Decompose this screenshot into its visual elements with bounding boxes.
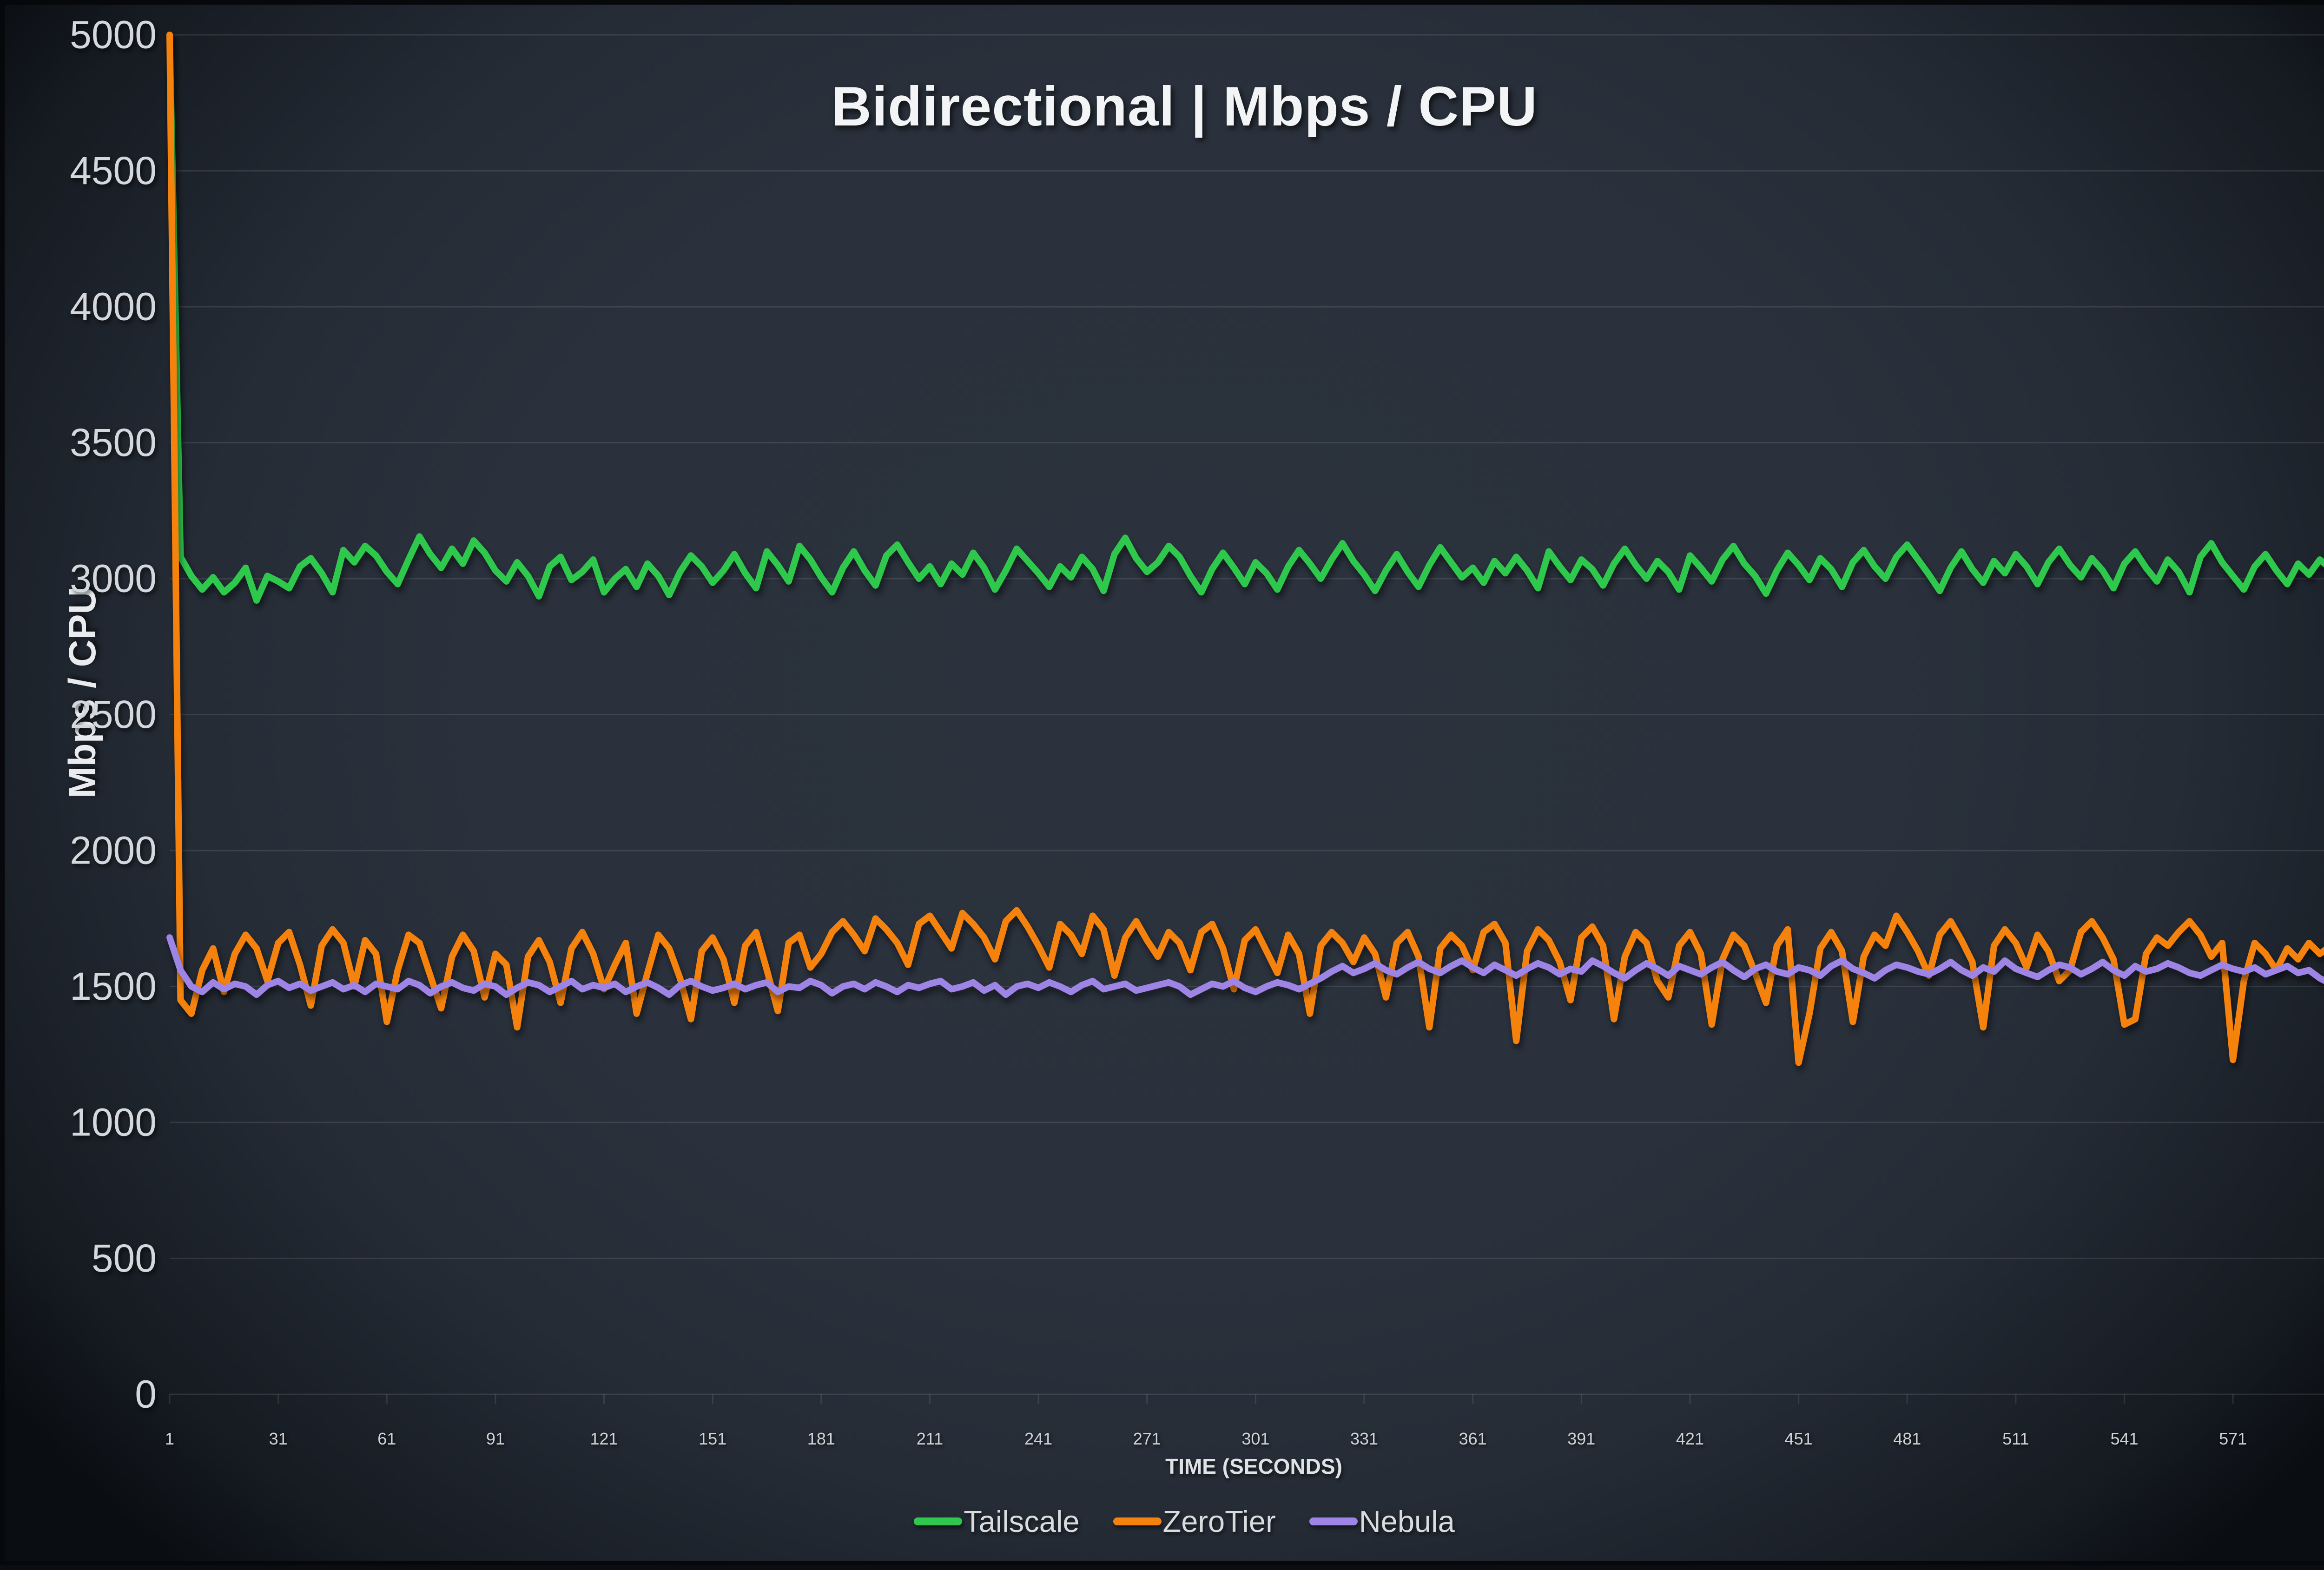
- legend: Tailscale ZeroTier Nebula: [5, 1504, 2324, 1539]
- x-axis-title: TIME (SECONDS): [1165, 1454, 1342, 1478]
- y-tick-label: 1000: [70, 1101, 157, 1144]
- legend-label: ZeroTier: [1162, 1504, 1276, 1538]
- x-tick-label: 361: [1459, 1429, 1487, 1448]
- x-tick-label: 121: [590, 1429, 618, 1448]
- axis-tick-labels: 0 500 1000 1500 2000 2500 3000 3500 4000 4500 5000…: [70, 13, 2247, 1448]
- x-tick-label: 421: [1676, 1429, 1704, 1448]
- x-tick-label: 391: [1567, 1429, 1595, 1448]
- x-tick-label: 271: [1133, 1429, 1161, 1448]
- legend-item-tailscale[interactable]: Tailscale: [914, 1504, 1080, 1539]
- legend-swatch-nebula: [1309, 1517, 1358, 1525]
- y-tick-label: 0: [135, 1372, 157, 1416]
- series-line-zerotier[interactable]: [166, 32, 2324, 1066]
- y-tick-label: 2000: [70, 829, 157, 872]
- y-tick-label: 2500: [70, 693, 157, 736]
- x-tick-label: 571: [2219, 1429, 2247, 1448]
- series-line-tailscale[interactable]: [166, 32, 2324, 604]
- y-tick-label: 5000: [70, 13, 157, 57]
- x-tick-label: 331: [1350, 1429, 1378, 1448]
- x-tick-label: 151: [699, 1429, 726, 1448]
- x-tick-label: 61: [377, 1429, 396, 1448]
- x-tick-label: 481: [1893, 1429, 1921, 1448]
- x-tick-label: 91: [486, 1429, 505, 1448]
- legend-swatch-tailscale: [914, 1517, 963, 1525]
- legend-item-nebula[interactable]: Nebula: [1309, 1504, 1455, 1539]
- series-line-nebula[interactable]: [166, 934, 2324, 998]
- axis-ticks: [169, 1394, 2234, 1404]
- y-tick-label: 500: [92, 1236, 157, 1280]
- y-tick-label: 3000: [70, 557, 157, 600]
- y-tick-label: 1500: [70, 964, 157, 1008]
- x-tick-label: 241: [1024, 1429, 1052, 1448]
- x-tick-label: 451: [1785, 1429, 1813, 1448]
- series-lines: [166, 32, 2324, 1066]
- legend-label: Tailscale: [964, 1504, 1080, 1538]
- legend-label: Nebula: [1359, 1504, 1455, 1538]
- x-tick-label: 511: [2002, 1429, 2029, 1448]
- y-tick-label: 3500: [70, 421, 157, 464]
- legend-swatch-zerotier: [1113, 1517, 1162, 1525]
- chart-title: Bidirectional | Mbps / CPU: [831, 75, 1538, 138]
- y-tick-label: 4000: [70, 285, 157, 329]
- legend-item-zerotier[interactable]: ZeroTier: [1113, 1504, 1276, 1539]
- x-tick-label: 1: [165, 1429, 174, 1448]
- chart-plot-area: 0 500 1000 1500 2000 2500 3000 3500 4000 4500 5000…: [70, 13, 2324, 1448]
- gridlines: [170, 34, 2324, 1395]
- x-tick-label: 31: [269, 1429, 288, 1448]
- x-tick-label: 181: [807, 1429, 835, 1448]
- x-tick-label: 211: [917, 1429, 943, 1448]
- y-tick-label: 4500: [70, 149, 157, 192]
- x-tick-label: 541: [2110, 1429, 2138, 1448]
- x-tick-label: 301: [1241, 1429, 1269, 1448]
